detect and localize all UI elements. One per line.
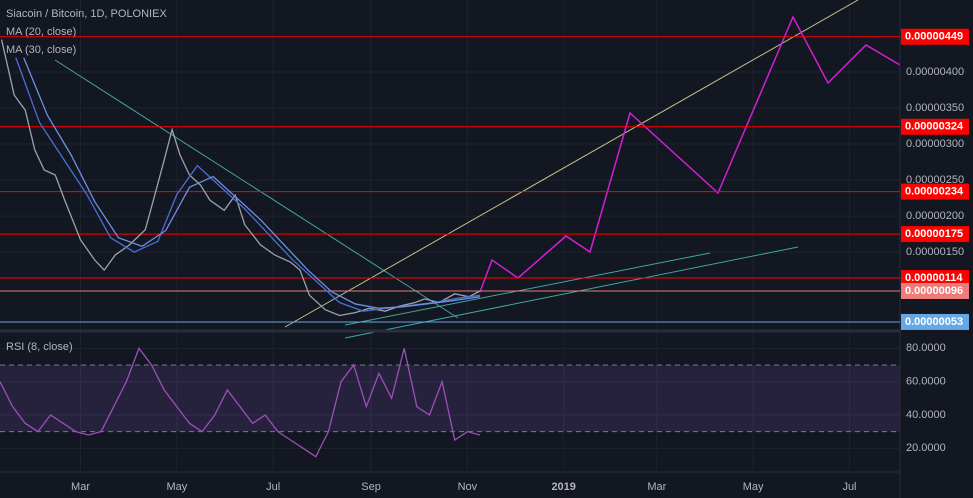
level-label: 0.00000324 bbox=[905, 121, 964, 133]
level-label-box bbox=[901, 313, 969, 330]
x-tick-label: Mar bbox=[71, 481, 90, 493]
level-label-box bbox=[901, 183, 969, 200]
legend-entry: MA (20, close) bbox=[6, 26, 76, 38]
x-tick-label: 2019 bbox=[551, 481, 575, 493]
trend-line bbox=[344, 252, 711, 326]
legend-entry: RSI (8, close) bbox=[6, 341, 73, 353]
legend-entry: MA (30, close) bbox=[6, 44, 76, 56]
x-tick-label: May bbox=[166, 481, 187, 493]
trend-line bbox=[54, 59, 459, 319]
level-label: 0.00000449 bbox=[905, 31, 963, 43]
series-line bbox=[0, 39, 481, 317]
y-tick-label: 0.00000200 bbox=[906, 210, 964, 222]
x-tick-label: Sep bbox=[361, 481, 381, 493]
x-tick-label: May bbox=[743, 481, 764, 493]
level-label-box bbox=[901, 28, 969, 45]
y-tick-label: 60.0000 bbox=[906, 376, 946, 388]
trend-line bbox=[284, 0, 859, 328]
x-tick-label: Mar bbox=[647, 481, 666, 493]
level-label: 0.00000053 bbox=[905, 316, 963, 328]
series-line bbox=[0, 347, 481, 458]
level-label: 0.00000114 bbox=[905, 272, 963, 284]
level-label-box bbox=[901, 226, 969, 243]
trend-line bbox=[344, 246, 799, 339]
rsi-band bbox=[0, 365, 900, 432]
projection-path bbox=[479, 15, 901, 293]
y-tick-label: 0.00000250 bbox=[906, 174, 964, 186]
level-label: 0.00000096 bbox=[905, 285, 963, 297]
drawings bbox=[54, 0, 901, 339]
y-tick-label: 0.00000400 bbox=[906, 66, 964, 78]
level-label-box bbox=[901, 118, 969, 135]
chart-title: Siacoin / Bitcoin, 1D, POLONIEX bbox=[6, 8, 167, 20]
y-tick-label: 0.00000350 bbox=[906, 102, 964, 114]
y-tick-label: 80.0000 bbox=[906, 342, 946, 354]
y-tick-label: 0.00000150 bbox=[906, 246, 964, 258]
x-tick-label: Nov bbox=[458, 481, 478, 493]
y-tick-label: 0.00000300 bbox=[906, 138, 964, 150]
level-label-box bbox=[901, 282, 969, 299]
grid bbox=[0, 0, 900, 472]
x-tick-label: Jul bbox=[842, 481, 856, 493]
x-tick-label: Jul bbox=[266, 481, 280, 493]
series-line bbox=[23, 57, 481, 309]
level-label: 0.00000234 bbox=[905, 185, 964, 197]
level-label-box bbox=[901, 270, 969, 287]
y-tick-label: 20.0000 bbox=[906, 442, 946, 454]
y-tick-label: 40.0000 bbox=[906, 409, 946, 421]
level-label: 0.00000175 bbox=[905, 228, 963, 240]
